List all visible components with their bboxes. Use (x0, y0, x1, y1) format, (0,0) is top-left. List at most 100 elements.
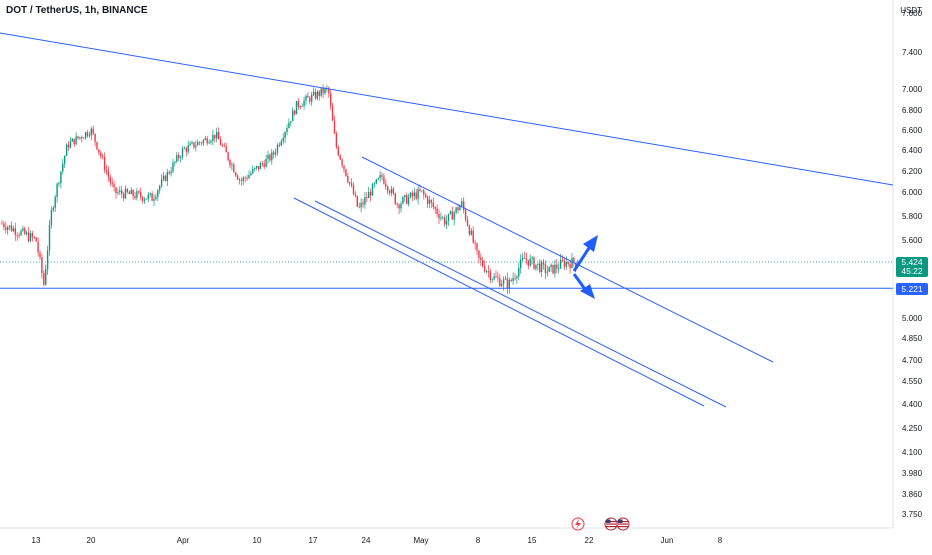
candle-body (250, 173, 252, 175)
candle-body (153, 199, 155, 201)
candle-body (318, 91, 320, 96)
candle-body (491, 279, 493, 281)
candle-body (542, 262, 545, 265)
candle-body (134, 196, 136, 199)
candle-body (81, 137, 83, 139)
candle-body (487, 270, 490, 272)
breakout-arrow-shaft (572, 247, 591, 272)
candle-body (371, 184, 374, 196)
candle-body (217, 131, 220, 140)
candle-body (257, 166, 260, 169)
candle-body (539, 263, 541, 273)
candle-body (33, 237, 35, 238)
price-tick-label: 6.600 (902, 126, 923, 135)
candle-body (149, 193, 151, 195)
time-tick-label: 20 (87, 536, 96, 545)
candle-body (430, 200, 433, 203)
candle-body (138, 191, 140, 193)
candle-body (331, 106, 334, 121)
price-tick-label: 4.700 (902, 356, 923, 365)
candle-body (219, 139, 222, 146)
price-unit: USDT (900, 6, 922, 15)
candle-body (179, 157, 182, 159)
us-flag-stripe (606, 521, 616, 523)
candle-body (322, 88, 324, 94)
candle-body (121, 190, 123, 194)
channel-lower-line-2[interactable] (314, 200, 727, 408)
candle-body (143, 199, 146, 201)
candle-body (60, 171, 62, 184)
time-tick-label: 8 (718, 536, 723, 545)
candle-body (474, 242, 476, 244)
candle-body (178, 155, 180, 159)
candle-body (559, 259, 562, 269)
time-tick-label: 8 (476, 536, 481, 545)
candle-body (238, 179, 241, 181)
candle-body (523, 257, 526, 259)
candle-body (204, 138, 206, 140)
candle-body (350, 183, 353, 186)
candle-body (449, 211, 452, 214)
candle-body (468, 225, 471, 235)
candle-body (295, 101, 298, 115)
candle-body (235, 172, 237, 176)
candle-body (299, 106, 301, 108)
channel-lower-line[interactable] (293, 197, 705, 407)
candle-body (50, 210, 53, 226)
candle-body (540, 262, 543, 273)
candle-body (64, 155, 66, 164)
candle-body (402, 197, 404, 204)
candle-body (151, 193, 153, 201)
us-flag-stripe (618, 521, 628, 523)
time-tick-label: 24 (362, 536, 371, 545)
candle-body (254, 167, 256, 169)
candle-body (445, 220, 448, 225)
candle-body (561, 259, 564, 261)
candle-body (407, 197, 410, 204)
candle-body (26, 232, 28, 235)
candle-body (191, 142, 193, 144)
us-flag-stripe (606, 526, 616, 528)
price-tick-label: 5.600 (902, 236, 923, 245)
channel-upper-line[interactable] (361, 156, 774, 363)
candle-body (303, 100, 305, 106)
candle-body (328, 87, 330, 94)
candle-body (377, 178, 379, 180)
candle-body (130, 189, 132, 195)
candle-body (502, 279, 505, 285)
price-tick-label: 4.400 (902, 400, 923, 409)
candle-body (483, 266, 486, 272)
candle-body (56, 183, 58, 198)
candle-body (571, 257, 573, 269)
candle-body (493, 276, 495, 280)
candle-body (569, 264, 571, 269)
candle-body (252, 168, 254, 174)
candle-body (98, 149, 100, 153)
candle-body (463, 201, 465, 211)
candle-body (411, 192, 414, 197)
candle-body (12, 228, 15, 232)
candle-body (352, 185, 355, 195)
price-tick-label: 6.200 (902, 167, 923, 176)
candle-body (126, 188, 129, 193)
candle-body (499, 278, 501, 287)
candle-body (107, 171, 110, 177)
candle-body (71, 138, 73, 142)
candle-body (94, 133, 96, 142)
candle-body (271, 152, 273, 161)
candle-body (193, 142, 195, 148)
candle-body (16, 234, 18, 236)
us-flag-canton (618, 519, 623, 523)
candle-body (292, 110, 294, 122)
price-tick-label: 3.980 (902, 469, 923, 478)
candle-body (330, 93, 332, 107)
candle-body (172, 162, 174, 172)
candle-body (164, 175, 167, 181)
candle-body (212, 134, 214, 141)
candle-body (24, 228, 26, 235)
long-term-trendline[interactable] (0, 32, 894, 186)
candle-body (117, 192, 119, 193)
candle-body (394, 193, 396, 204)
